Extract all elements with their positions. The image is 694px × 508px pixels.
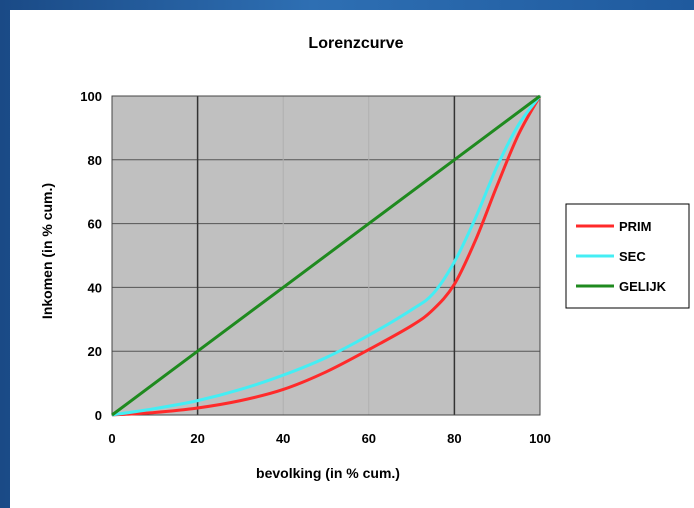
y-tick-label: 100 bbox=[80, 89, 102, 104]
x-tick-label: 60 bbox=[362, 431, 376, 446]
x-tick-label: 80 bbox=[447, 431, 461, 446]
y-tick-label: 0 bbox=[95, 408, 102, 423]
series-line-sec bbox=[111, 95, 542, 417]
y-axis-title: Inkomen (in % cum.) bbox=[39, 183, 55, 319]
tick-labels: 0 20 40 60 80 100 0 20 40 60 80 100 bbox=[80, 89, 551, 446]
legend: PRIM SEC GELIJK bbox=[565, 203, 690, 309]
legend-label-gelijk: GELIJK bbox=[619, 279, 667, 294]
x-axis-title: bevolking (in % cum.) bbox=[256, 465, 400, 481]
y-tick-label: 80 bbox=[88, 153, 102, 168]
series-line-gelijk bbox=[111, 94, 541, 417]
chart-title: Lorenzcurve bbox=[308, 35, 403, 52]
y-tick-label: 60 bbox=[88, 217, 102, 232]
x-tick-label: 20 bbox=[190, 431, 204, 446]
series-line-prim bbox=[111, 95, 542, 417]
legend-label-sec: SEC bbox=[619, 249, 646, 264]
plot-border bbox=[111, 95, 541, 416]
x-tick-label: 100 bbox=[529, 431, 551, 446]
chart-frame: Lorenzcurve 0 20 40 60 80 100 0 20 40 60 80 100 bev… bbox=[10, 10, 694, 508]
y-tick-label: 40 bbox=[88, 280, 102, 295]
x-tick-label: 0 bbox=[108, 431, 115, 446]
y-tick-label: 20 bbox=[88, 344, 102, 359]
legend-label-prim: PRIM bbox=[619, 219, 652, 234]
x-tick-label: 40 bbox=[276, 431, 290, 446]
lorenz-chart: Lorenzcurve 0 20 40 60 80 100 0 20 40 60 80 100 bev… bbox=[39, 35, 690, 481]
series-lines bbox=[111, 94, 542, 417]
grid-lines bbox=[111, 95, 541, 416]
